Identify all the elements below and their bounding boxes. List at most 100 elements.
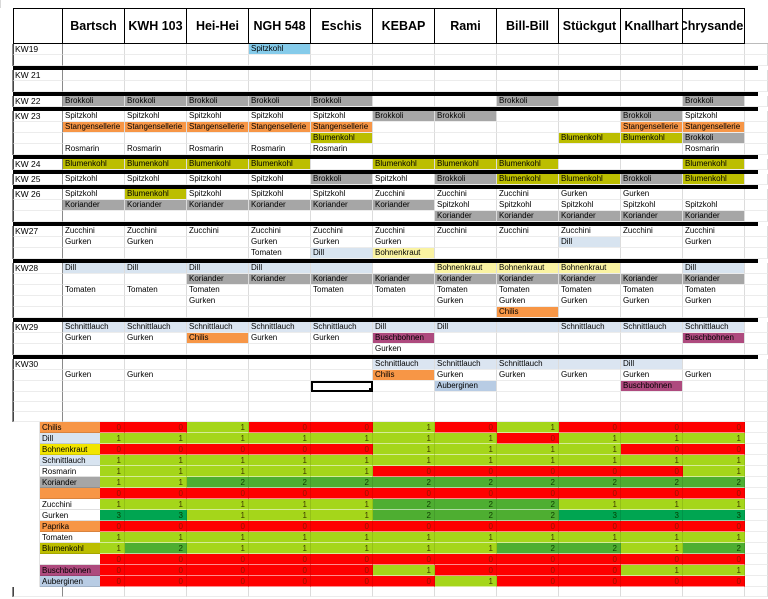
matrix-cell[interactable]: 2: [497, 543, 559, 554]
cell[interactable]: [249, 587, 311, 597]
cell[interactable]: [63, 274, 125, 285]
selected-cell[interactable]: [311, 381, 373, 392]
matrix-cell[interactable]: 0: [311, 554, 373, 565]
cell[interactable]: Auberginen: [435, 381, 497, 392]
cell[interactable]: [249, 307, 311, 318]
cell[interactable]: Spitzkohl: [249, 189, 311, 200]
cell[interactable]: Spitzkohl: [63, 111, 125, 122]
matrix-cell[interactable]: 1: [497, 532, 559, 543]
cell[interactable]: Gurken: [125, 370, 187, 381]
matrix-cell[interactable]: 2: [373, 499, 435, 510]
matrix-cell[interactable]: 1: [249, 455, 311, 466]
column-header[interactable]: Stückgut: [559, 8, 621, 44]
cell[interactable]: [683, 248, 745, 259]
week-label[interactable]: [13, 285, 63, 296]
matrix-cell[interactable]: 1: [621, 565, 683, 576]
cell[interactable]: Zucchini: [497, 226, 559, 237]
matrix-cell[interactable]: 1: [125, 499, 187, 510]
matrix-cell[interactable]: 1: [373, 444, 435, 455]
cell[interactable]: Brokkoli: [621, 111, 683, 122]
matrix-cell[interactable]: 1: [125, 477, 187, 488]
cell[interactable]: Zucchini: [63, 226, 125, 237]
cell[interactable]: [311, 370, 373, 381]
matrix-cell[interactable]: 1: [100, 532, 125, 543]
cell[interactable]: [187, 55, 249, 66]
week-label[interactable]: [13, 122, 63, 133]
matrix-cell[interactable]: 2: [683, 477, 745, 488]
cell[interactable]: [497, 81, 559, 92]
matrix-cell[interactable]: 1: [311, 510, 373, 521]
matrix-cell[interactable]: 0: [100, 422, 125, 433]
cell[interactable]: [559, 248, 621, 259]
cell[interactable]: [125, 587, 187, 597]
matrix-cell[interactable]: 1: [373, 433, 435, 444]
cell[interactable]: [497, 133, 559, 144]
cell[interactable]: [435, 248, 497, 259]
cell[interactable]: Zucchini: [249, 226, 311, 237]
cell[interactable]: [621, 96, 683, 107]
cell[interactable]: Zucchini: [311, 226, 373, 237]
cell[interactable]: [497, 587, 559, 597]
matrix-cell[interactable]: 1: [435, 576, 497, 587]
cell[interactable]: Gurken: [249, 333, 311, 344]
matrix-cell[interactable]: 0: [100, 565, 125, 576]
cell[interactable]: [683, 81, 745, 92]
cell[interactable]: [435, 122, 497, 133]
cell[interactable]: Tomaten: [559, 285, 621, 296]
cell[interactable]: Chilis: [497, 307, 559, 318]
cell[interactable]: [373, 122, 435, 133]
cell[interactable]: [435, 133, 497, 144]
cell[interactable]: Koriander: [435, 211, 497, 222]
cell[interactable]: [63, 248, 125, 259]
cell[interactable]: [311, 392, 373, 402]
matrix-row-label[interactable]: Buschbohnen: [40, 565, 100, 576]
cell[interactable]: Spitzkohl: [311, 189, 373, 200]
matrix-cell[interactable]: 0: [435, 521, 497, 532]
matrix-cell[interactable]: 0: [249, 422, 311, 433]
week-label[interactable]: KW28: [13, 263, 63, 274]
cell[interactable]: [435, 55, 497, 66]
week-label[interactable]: [13, 55, 63, 66]
cell[interactable]: Dill: [373, 322, 435, 333]
matrix-cell[interactable]: 1: [621, 543, 683, 554]
cell[interactable]: Blumenkohl: [621, 133, 683, 144]
cell[interactable]: Blumenkohl: [125, 189, 187, 200]
cell[interactable]: [249, 81, 311, 92]
cell[interactable]: Blumenkohl: [559, 174, 621, 185]
cell[interactable]: [187, 587, 249, 597]
cell[interactable]: [373, 44, 435, 55]
cell[interactable]: [497, 144, 559, 155]
week-label[interactable]: KW 26: [13, 189, 63, 200]
cell[interactable]: [435, 333, 497, 344]
cell[interactable]: [373, 587, 435, 597]
matrix-cell[interactable]: 0: [497, 565, 559, 576]
week-label[interactable]: [13, 81, 63, 92]
matrix-cell[interactable]: 3: [125, 510, 187, 521]
week-label[interactable]: [13, 381, 63, 392]
matrix-row-label[interactable]: Gurken: [40, 510, 100, 521]
matrix-cell[interactable]: 0: [311, 565, 373, 576]
cell[interactable]: Bohnenkraut: [373, 248, 435, 259]
cell[interactable]: Spitzkohl: [187, 111, 249, 122]
cell[interactable]: [559, 392, 621, 402]
cell[interactable]: [559, 333, 621, 344]
matrix-row-label[interactable]: Bohnenkraut: [40, 444, 100, 455]
matrix-cell[interactable]: 1: [435, 433, 497, 444]
matrix-cell[interactable]: 0: [559, 554, 621, 565]
cell[interactable]: [621, 402, 683, 412]
cell[interactable]: Gurken: [63, 370, 125, 381]
week-label[interactable]: [13, 296, 63, 307]
cell[interactable]: Spitzkohl: [187, 174, 249, 185]
cell[interactable]: Koriander: [187, 274, 249, 285]
cell[interactable]: Stangensellerie: [683, 122, 745, 133]
matrix-cell[interactable]: 0: [311, 444, 373, 455]
cell[interactable]: [621, 144, 683, 155]
column-header[interactable]: Hei-Hei: [187, 8, 249, 44]
cell[interactable]: Schnittlauch: [187, 322, 249, 333]
column-header[interactable]: Knallhart: [621, 8, 683, 44]
cell[interactable]: [63, 211, 125, 222]
cell[interactable]: Spitzkohl: [63, 189, 125, 200]
cell[interactable]: [497, 111, 559, 122]
matrix-cell[interactable]: 0: [100, 576, 125, 587]
cell[interactable]: Tomaten: [249, 248, 311, 259]
